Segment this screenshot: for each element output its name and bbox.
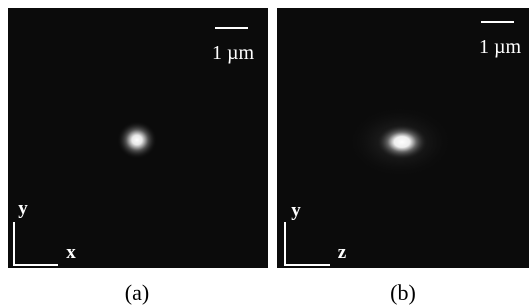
- horizontal-axis-label: x: [66, 242, 76, 263]
- panel-b: 1 µm y z (b): [277, 8, 529, 305]
- scale-label: 1 µm: [479, 36, 522, 58]
- point-spread-blob: [117, 121, 157, 159]
- point-spread-blob: [376, 124, 428, 160]
- vertical-axis-label: y: [291, 200, 301, 221]
- panel-caption: (a): [125, 280, 149, 305]
- figure: 1 µm y x (a) 1 µm y z (b): [0, 0, 530, 308]
- scale-label: 1 µm: [212, 42, 255, 64]
- horizontal-axis-label: z: [338, 242, 347, 263]
- panel-caption: (b): [390, 280, 416, 305]
- panel-a: 1 µm y x (a): [8, 8, 268, 305]
- vertical-axis-label: y: [18, 198, 28, 219]
